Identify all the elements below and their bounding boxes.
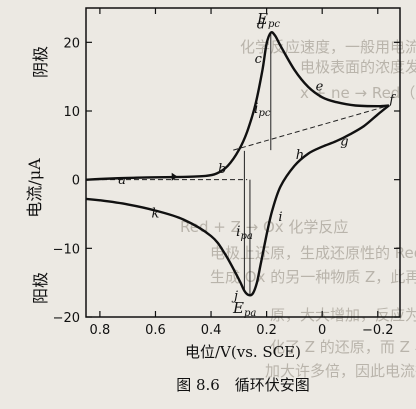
point-label-a: a xyxy=(118,173,126,188)
point-label-f: f xyxy=(388,93,396,108)
bg-text-line: x + ne → Red（电极反应） xyxy=(300,84,416,102)
bg-text-line: 加大许多倍，因此电流很灵敏度。 xyxy=(265,362,416,380)
x-axis-label: 电位/V(vs. SCE) xyxy=(185,343,301,361)
bg-text-line: 电极表面的浓度发生变化。在下列反应中 xyxy=(300,58,416,76)
bg-text-line: 生成 Ox 的另一种物质 Z，此再生的 O xyxy=(210,268,416,286)
cathodic-label: 阴极 xyxy=(31,46,50,78)
point-labels: a b c d e f g h i j k xyxy=(118,18,396,304)
x-tick-label: 0.6 xyxy=(145,323,166,338)
y-tick-label: 20 xyxy=(63,36,80,51)
y-tick-label: 10 xyxy=(63,105,80,120)
plot-area: 0.8 0.6 0.4 0.2 0 −0.2 20 10 0 −10 −20 a b c d e f g h i j… xyxy=(53,7,401,338)
point-label-g: g xyxy=(340,134,348,149)
ipa-label: ipa xyxy=(236,224,253,242)
point-label-k: k xyxy=(152,206,160,221)
anodic-sweep-curve xyxy=(85,104,390,297)
ipc-label: ipc xyxy=(254,101,271,119)
peak-labels: Epc Epa ipc ipa xyxy=(232,10,280,319)
sweep-direction-arrow xyxy=(171,172,178,181)
y-axis-label: 电流/μA xyxy=(25,158,44,218)
anodic-label: 阳极 xyxy=(31,272,50,304)
x-tick-label: 0.2 xyxy=(256,323,277,338)
y-tick-label: 0 xyxy=(72,174,80,189)
epa-label: Epa xyxy=(232,299,256,319)
y-tick-label: −20 xyxy=(53,311,80,326)
y-axis-ticks: 20 10 0 −10 −20 xyxy=(53,36,400,326)
point-label-c: c xyxy=(255,52,263,67)
y-tick-label: −10 xyxy=(53,242,80,257)
cv-curves xyxy=(85,31,390,297)
x-axis-ticks: 0.8 0.6 0.4 0.2 0 −0.2 xyxy=(90,8,394,338)
point-label-d: d xyxy=(257,18,265,33)
bg-text-line: 原，大大增加，反应为催化电流， xyxy=(270,306,416,324)
bg-text-line: Red + Z → Ox 化学反应 xyxy=(180,218,348,236)
x-tick-label: 0 xyxy=(318,323,326,338)
bg-text-line: 化了 Z 的还原，而 Z 与催化剂 Ox 的 xyxy=(270,338,416,356)
point-label-b: b xyxy=(218,162,226,177)
background-text: 化学反应速度，一般用电流表示，以 电极表面的浓度发生变化。在下列反应中 x + … xyxy=(180,38,416,380)
bg-text-line: 电极上还原，生成还原性的 Red，在两种 xyxy=(210,244,416,262)
x-tick-label: −0.2 xyxy=(362,323,394,338)
point-label-h: h xyxy=(296,148,304,163)
point-label-e: e xyxy=(316,79,324,94)
x-tick-label: 0.4 xyxy=(201,323,222,338)
figure-caption: 图 8.6 循环伏安图 xyxy=(176,376,310,394)
point-label-i: i xyxy=(278,210,282,225)
epc-label: Epc xyxy=(256,10,280,30)
x-tick-label: 0.8 xyxy=(90,323,111,338)
baseline-extension-dashed xyxy=(233,105,390,151)
guide-lines xyxy=(86,32,390,296)
point-label-j: j xyxy=(231,289,238,304)
plot-frame xyxy=(85,7,401,318)
